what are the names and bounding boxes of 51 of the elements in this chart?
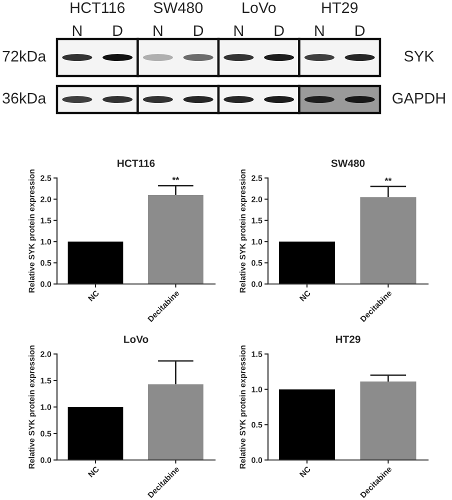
y-axis-title: Relative SYK protein expression: [240, 345, 248, 468]
text: N: [234, 25, 243, 36]
y-axis-title: Relative SYK protein expression: [240, 169, 248, 292]
y-axis-title: Relative SYK protein expression: [28, 169, 36, 292]
y-axis-title: Relative SYK protein expression: [28, 345, 36, 468]
chart-title: HCT116: [118, 160, 155, 167]
category-label: 72kDa: [2, 50, 46, 62]
y-tick-label: 0.5: [40, 260, 52, 266]
chart-title: LoVo: [124, 336, 148, 343]
category-label: SW480: [154, 2, 203, 14]
y-tick-label: 0.5: [252, 260, 262, 266]
category-label: HT29: [322, 2, 358, 14]
text: D: [194, 25, 204, 36]
y-tick-label: 1.5: [252, 351, 262, 357]
annotation: **: [384, 178, 392, 182]
x-tick-label: NC: [88, 290, 100, 302]
text: D: [356, 25, 365, 36]
y-tick-label: 0.0: [252, 457, 262, 463]
y-tick-label: 1.0: [40, 238, 52, 245]
y-tick-label: 0.0: [40, 281, 52, 287]
y-tick-label: 2.0: [40, 196, 52, 202]
category-label: LoVo: [242, 2, 276, 14]
y-tick-label: 1.0: [252, 386, 262, 392]
y-tick-label: 0.0: [252, 281, 262, 287]
category-label: HCT116: [70, 2, 125, 14]
category-label: SYK: [404, 50, 434, 62]
y-tick-label: 2.5: [40, 175, 52, 181]
text: D: [274, 25, 284, 36]
y-tick-label: 0.0: [40, 457, 52, 463]
y-tick-label: 1.5: [40, 378, 52, 384]
y-tick-label: 0.5: [40, 430, 52, 436]
y-tick-label: 1.5: [252, 218, 262, 224]
chart-title: HT29: [336, 336, 360, 343]
y-tick-label: 1.5: [40, 218, 52, 224]
y-tick-label: 2.0: [252, 196, 262, 202]
y-tick-label: 2.5: [252, 175, 262, 181]
y-tick-label: 2.0: [40, 351, 52, 357]
x-tick-label: NC: [299, 466, 312, 478]
text: N: [72, 25, 82, 36]
text: N: [154, 25, 162, 36]
x-tick-label: NC: [299, 290, 312, 302]
text: N: [315, 25, 324, 36]
chart-title: SW480: [331, 160, 365, 167]
category-label: 36kDa: [2, 92, 46, 104]
text: D: [113, 25, 122, 36]
annotation: **: [172, 176, 180, 180]
y-tick-label: 0.5: [252, 422, 262, 428]
x-tick-label: NC: [88, 466, 100, 478]
y-tick-label: 1.0: [40, 404, 52, 410]
category-label: GAPDH: [392, 92, 445, 104]
y-tick-label: 1.0: [252, 238, 262, 245]
